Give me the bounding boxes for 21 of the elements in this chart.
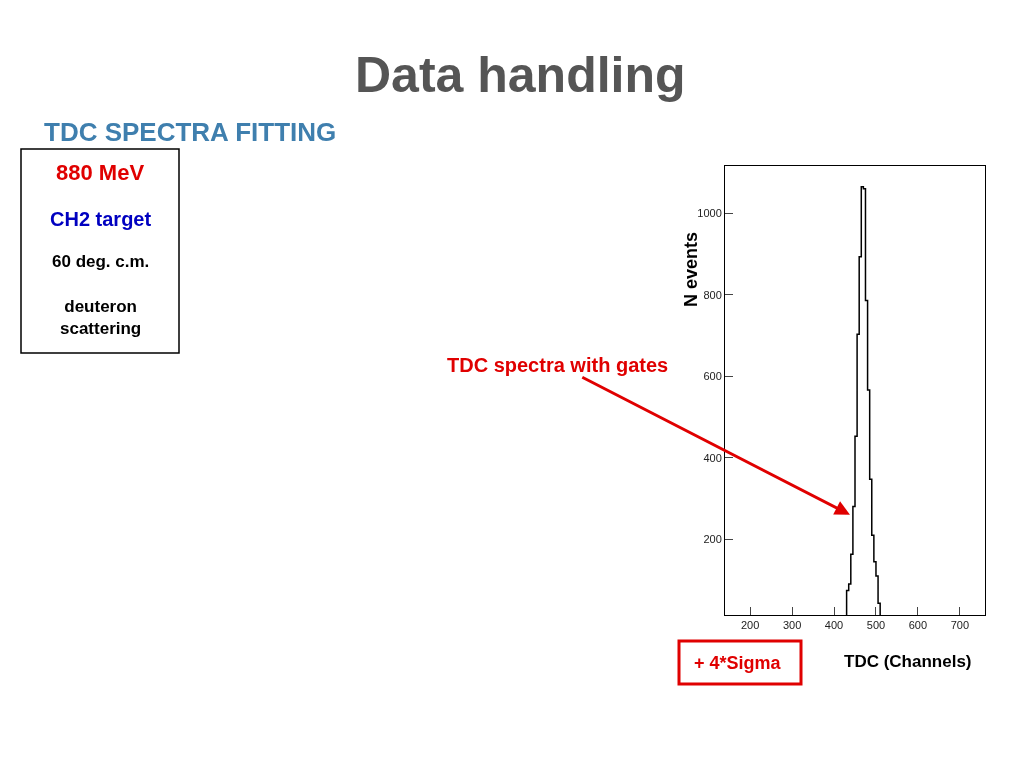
chart-title: Data handling: [355, 47, 686, 103]
text: 880 MeV: [56, 160, 145, 185]
y-tick-label: 800: [703, 288, 722, 301]
x-tick-label: 700: [950, 619, 970, 632]
x-tick-label: 300: [782, 619, 802, 632]
x-tick-label: 500: [866, 619, 886, 632]
text: + 4*Sigma: [694, 653, 782, 673]
y-axis-title: N events: [681, 231, 701, 307]
y-tick-label: 600: [703, 370, 722, 383]
y-tick-label: 200: [703, 533, 722, 546]
x-axis-title: TDC (Channels): [844, 652, 972, 671]
text: 60 deg. c.m.: [52, 252, 150, 271]
text: TDC SPECTRA FITTING: [44, 117, 337, 147]
y-tick-label: 400: [703, 451, 722, 464]
text: CH2 target: [50, 208, 152, 230]
x-tick-label: 600: [908, 619, 928, 632]
x-tick-label: 200: [740, 619, 760, 632]
x-tick-label: 400: [824, 619, 844, 632]
y-tick-label: 1000: [697, 207, 722, 220]
text: deuteron scattering: [60, 297, 142, 339]
annotation: TDC spectra with gates: [447, 354, 669, 376]
